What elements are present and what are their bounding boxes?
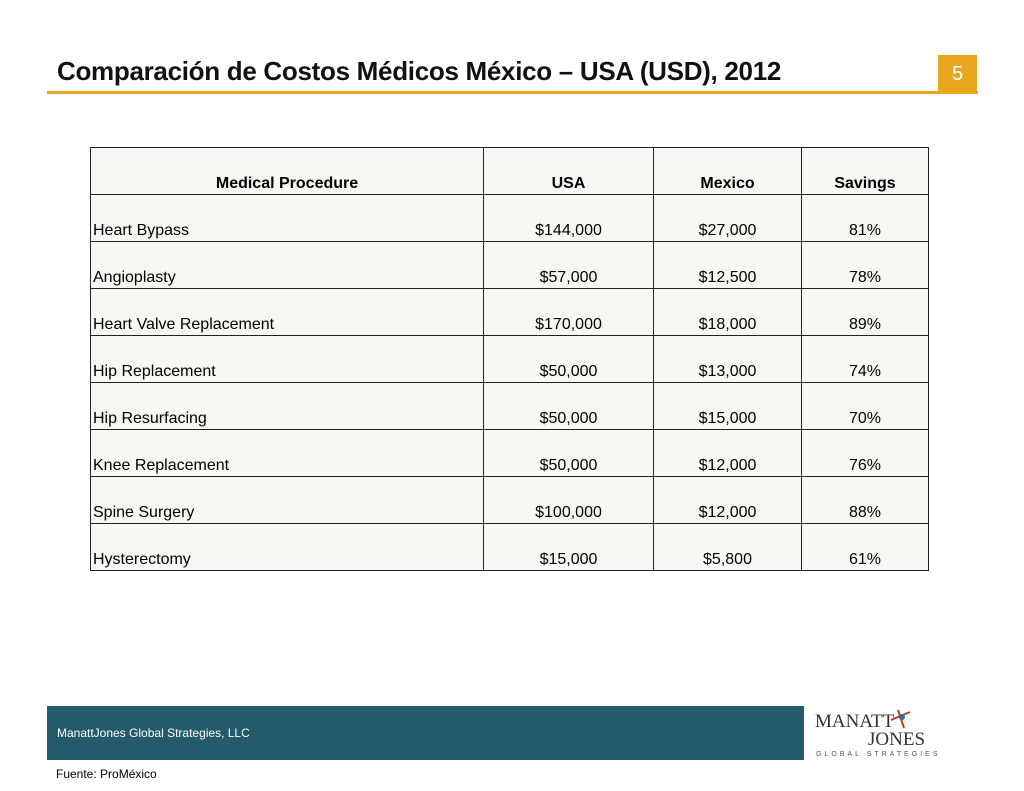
column-header: Medical Procedure bbox=[90, 147, 484, 195]
logo-text: JONES bbox=[868, 729, 926, 750]
header-row: Medical Procedure USA Mexico Savings bbox=[90, 147, 929, 195]
column-header: Savings bbox=[801, 147, 929, 195]
value-cell: $144,000 bbox=[483, 194, 654, 242]
table-row: Hysterectomy $15,000 $5,800 61% bbox=[90, 523, 929, 571]
logo-tagline: GLOBAL STRATEGIES bbox=[816, 751, 941, 758]
value-cell: $15,000 bbox=[483, 523, 654, 571]
value-cell: 76% bbox=[801, 429, 929, 477]
value-cell: $5,800 bbox=[653, 523, 802, 571]
table-row: Knee Replacement $50,000 $12,000 76% bbox=[90, 429, 929, 477]
value-cell: $57,000 bbox=[483, 241, 654, 289]
table-row: Angioplasty $57,000 $12,500 78% bbox=[90, 241, 929, 289]
value-cell: $15,000 bbox=[653, 382, 802, 430]
value-cell: $27,000 bbox=[653, 194, 802, 242]
procedure-cell: Angioplasty bbox=[90, 241, 484, 289]
column-header: USA bbox=[483, 147, 654, 195]
value-cell: $18,000 bbox=[653, 288, 802, 336]
logo-mark bbox=[890, 709, 911, 729]
company-name: ManattJones Global Strategies, LLC bbox=[57, 726, 250, 740]
table-row: Hip Replacement $50,000 $13,000 74% bbox=[90, 335, 929, 383]
value-cell: 74% bbox=[801, 335, 929, 383]
value-cell: 61% bbox=[801, 523, 929, 571]
logo-text: MANATT bbox=[815, 711, 895, 732]
value-cell: $12,000 bbox=[653, 429, 802, 477]
procedure-cell: Hip Resurfacing bbox=[90, 382, 484, 430]
value-cell: $170,000 bbox=[483, 288, 654, 336]
value-cell: $50,000 bbox=[483, 335, 654, 383]
page-number: 5 bbox=[938, 55, 977, 93]
column-header: Mexico bbox=[653, 147, 802, 195]
table-row: Hip Resurfacing $50,000 $15,000 70% bbox=[90, 382, 929, 430]
procedure-cell: Heart Bypass bbox=[90, 194, 484, 242]
value-cell: $13,000 bbox=[653, 335, 802, 383]
value-cell: 81% bbox=[801, 194, 929, 242]
title-rule bbox=[47, 91, 978, 94]
value-cell: $100,000 bbox=[483, 476, 654, 524]
value-cell: 88% bbox=[801, 476, 929, 524]
value-cell: 78% bbox=[801, 241, 929, 289]
value-cell: 70% bbox=[801, 382, 929, 430]
table-row: Spine Surgery $100,000 $12,000 88% bbox=[90, 476, 929, 524]
value-cell: $12,000 bbox=[653, 476, 802, 524]
value-cell: $50,000 bbox=[483, 382, 654, 430]
value-cell: $50,000 bbox=[483, 429, 654, 477]
table-row: Heart Bypass $144,000 $27,000 81% bbox=[90, 194, 929, 242]
value-cell: $12,500 bbox=[653, 241, 802, 289]
table-body: Heart Bypass $144,000 $27,000 81% Angioplast… bbox=[90, 194, 929, 571]
procedure-cell: Hysterectomy bbox=[90, 523, 484, 571]
footer-band bbox=[47, 706, 804, 760]
value-cell: 89% bbox=[801, 288, 929, 336]
slide-title: Comparación de Costos Médicos México – U… bbox=[57, 56, 782, 86]
table-row: Heart Valve Replacement $170,000 $18,000 89… bbox=[90, 288, 929, 336]
procedure-cell: Hip Replacement bbox=[90, 335, 484, 383]
procedure-cell: Spine Surgery bbox=[90, 476, 484, 524]
procedure-cell: Knee Replacement bbox=[90, 429, 484, 477]
source-note: Fuente: ProMéxico bbox=[56, 767, 157, 781]
procedure-cell: Heart Valve Replacement bbox=[90, 288, 484, 336]
cost-table: Medical Procedure USA Mexico Savings Heart … bbox=[90, 147, 929, 571]
